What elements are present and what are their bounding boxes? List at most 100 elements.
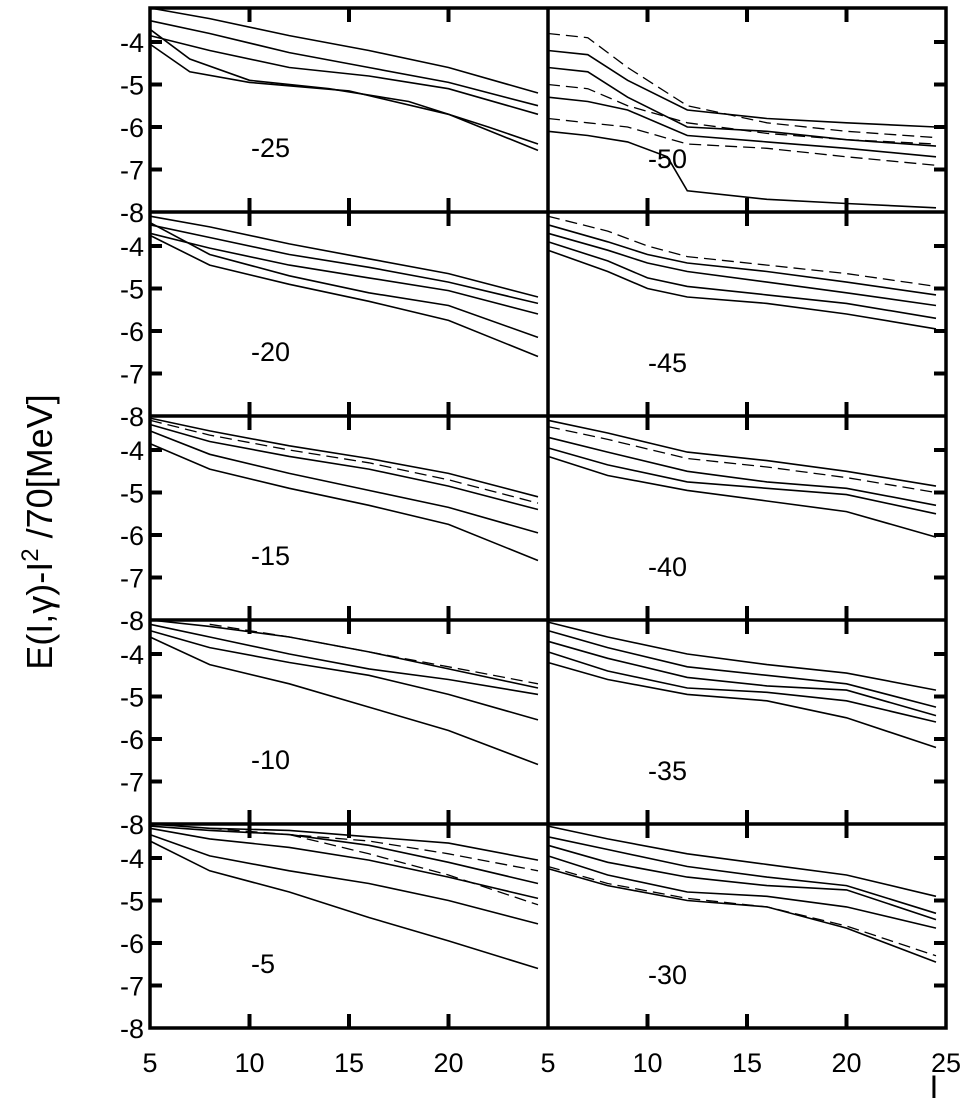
- series-curve--40-4: [547, 447, 937, 515]
- series-curve--25-5: [149, 43, 539, 152]
- series-curve--20-4: [149, 221, 539, 339]
- series-curve--15-3: [149, 423, 539, 511]
- x-tick-label: 5: [540, 1048, 555, 1078]
- panel-label: -15: [251, 541, 290, 571]
- series-curve--30-3: [547, 844, 937, 921]
- y-tick-label: -8: [120, 810, 144, 840]
- series-curve--5-5: [149, 827, 539, 900]
- x-tick-label: 10: [234, 1048, 264, 1078]
- panel--40: -40: [547, 419, 937, 582]
- series-curve--35-1: [547, 621, 937, 691]
- panel-label: -5: [251, 949, 275, 979]
- x-tick-label: 15: [334, 1048, 364, 1078]
- series-curve--30-2: [547, 836, 937, 915]
- series-curve--50-4: [547, 83, 937, 145]
- frame-layer: [148, 6, 948, 1030]
- y-tick-label: -8: [120, 198, 144, 228]
- series-curve--50-6: [547, 117, 937, 166]
- panel-label: -45: [648, 348, 687, 378]
- series-curve--45-4: [547, 241, 937, 320]
- series-curve--20-2: [149, 224, 539, 305]
- panel--50: -50: [547, 32, 937, 209]
- y-tick-label: -6: [120, 929, 144, 959]
- series-curve--5-3: [149, 825, 539, 885]
- y-tick-label: -5: [120, 683, 144, 713]
- x-tick-label: 20: [831, 1048, 861, 1078]
- y-axis-label-unit: /70[MeV]: [19, 394, 60, 548]
- series-curve--30-5: [547, 865, 937, 957]
- x-tick-label: 15: [732, 1048, 762, 1078]
- series-curve--15-1: [149, 417, 539, 498]
- y-tick-label: -7: [120, 156, 144, 186]
- y-tick-label: -7: [120, 360, 144, 390]
- panel--35: -35: [547, 621, 937, 786]
- y-tick-label: -8: [120, 606, 144, 636]
- series-curve--5-4: [289, 833, 539, 906]
- series-curve--15-2: [149, 419, 539, 504]
- series-curve--10-4: [149, 629, 539, 721]
- series-curve--10-2: [209, 623, 539, 685]
- panel-label: -50: [648, 144, 687, 174]
- y-tick-label: -4: [120, 232, 144, 262]
- series-curve--35-2: [547, 629, 937, 708]
- series-curve--40-3: [547, 436, 937, 507]
- series-curve--35-3: [547, 640, 937, 717]
- series-curve--30-1: [547, 825, 937, 898]
- series-curve--45-3: [547, 232, 937, 307]
- panel--5: -5: [149, 823, 539, 979]
- series-curve--50-5: [547, 96, 937, 158]
- y-tick-label: -8: [120, 402, 144, 432]
- y-tick-label: -6: [120, 113, 144, 143]
- series-curve--50-1: [547, 32, 937, 139]
- x-tick-label: 10: [632, 1048, 662, 1078]
- y-tick-label: -8: [120, 1014, 144, 1044]
- y-tick-label: -5: [120, 275, 144, 305]
- series-curve--25-1: [149, 7, 539, 94]
- series-curve--40-5: [547, 455, 937, 538]
- y-tick-label: -6: [120, 317, 144, 347]
- panel-label: -40: [648, 552, 687, 582]
- y-tick-label: -7: [120, 564, 144, 594]
- panel--10: -10: [149, 619, 539, 775]
- y-tick-label: -6: [120, 725, 144, 755]
- series-curve--40-1: [547, 419, 937, 487]
- axis-labels: -4 -5 -6 -7 -8 -4 -5 -6 -7 -8 -4 -5 -6 -7 -8 -4 -5 -6 -7 -8…: [120, 28, 961, 1078]
- series-curve--35-4: [547, 651, 937, 723]
- series-curve--10-1: [149, 619, 539, 689]
- panel--15: -15: [149, 417, 539, 571]
- panel--30: -30: [547, 825, 937, 990]
- series-curve--50-3: [547, 66, 937, 147]
- y-tick-label: -5: [120, 71, 144, 101]
- series-curve--20-1: [149, 215, 539, 298]
- series-curve--45-5: [547, 249, 937, 330]
- series-curve--30-6: [547, 867, 937, 963]
- series-curve--45-1: [547, 215, 937, 288]
- x-tick-label: 20: [433, 1048, 463, 1078]
- panel-label: -30: [648, 960, 687, 990]
- y-tick-label: -4: [120, 28, 144, 58]
- y-tick-label: -4: [120, 640, 144, 670]
- series-curve--20-5: [149, 234, 539, 358]
- series-curve--50-2: [547, 49, 937, 128]
- x-tick-label: 25: [931, 1048, 961, 1078]
- x-axis-label: I: [930, 1069, 939, 1105]
- panels-layer: -25 -50 -20 -45 -15 -40 -10 -35 -5 -30: [149, 7, 937, 990]
- y-axis-label-main: E(I,γ)-I: [19, 562, 60, 670]
- series-curve--25-2: [149, 19, 539, 107]
- y-tick-label: -4: [120, 844, 144, 874]
- series-curve--15-4: [149, 430, 539, 534]
- panel--45: -45: [547, 215, 937, 378]
- series-curve--15-5: [149, 442, 539, 562]
- y-tick-label: -5: [120, 479, 144, 509]
- series-curve--45-2: [547, 224, 937, 296]
- series-curve--20-3: [149, 232, 539, 315]
- series-curve--5-1: [149, 823, 539, 861]
- panel-label: -20: [251, 337, 290, 367]
- y-axis-label: E(I,γ)-I2 /70[MeV]: [17, 394, 60, 669]
- series-curve--50-7: [547, 130, 937, 209]
- y-tick-label: -7: [120, 768, 144, 798]
- series-curve--40-2: [547, 425, 937, 494]
- y-tick-label: -5: [120, 887, 144, 917]
- series-curve--5-7: [149, 840, 539, 970]
